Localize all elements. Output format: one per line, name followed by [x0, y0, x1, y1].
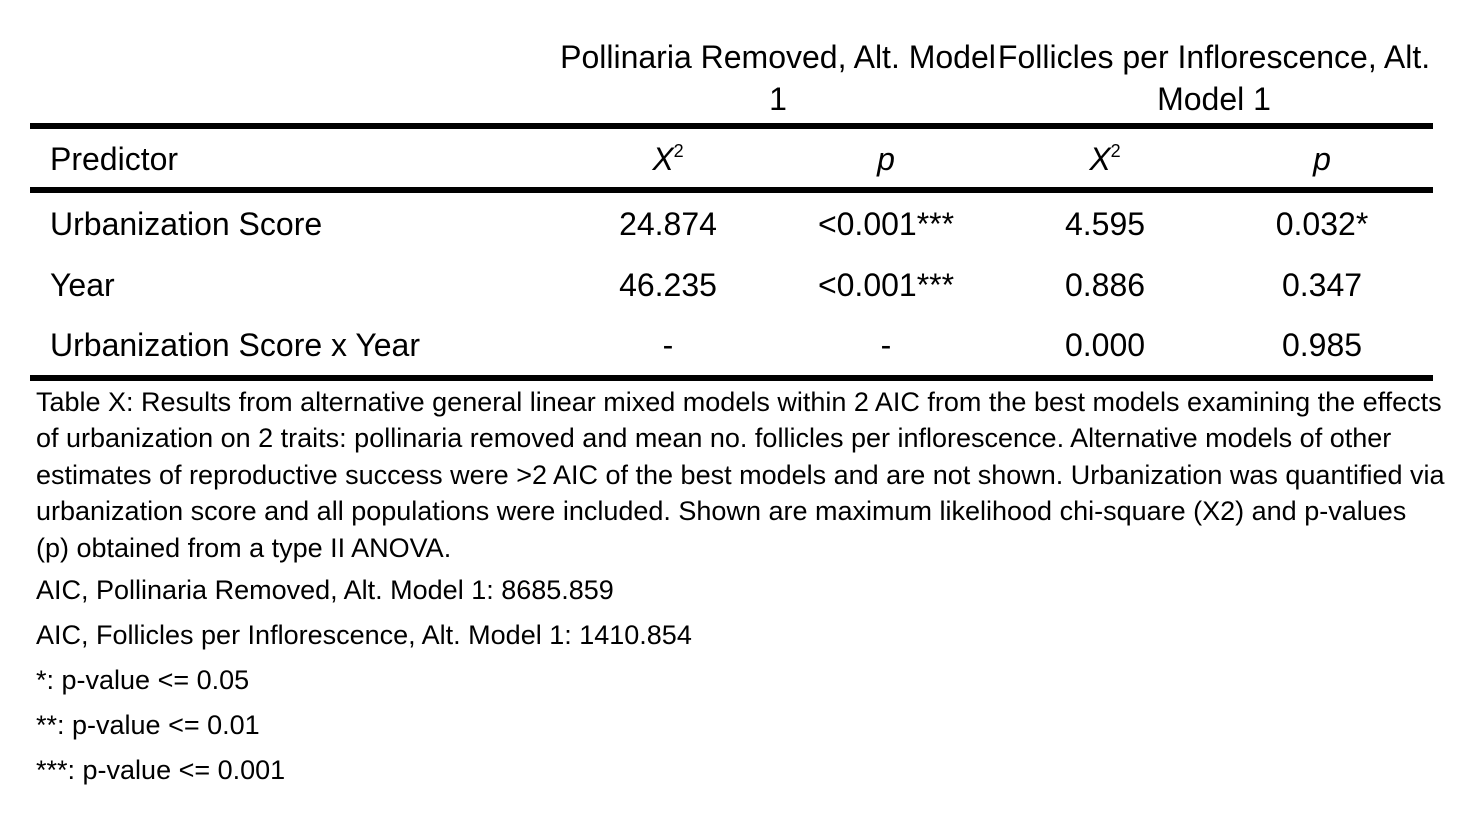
table-top-rule: [30, 123, 1433, 129]
group-header-pollinaria-removed: Pollinaria Removed, Alt. Model 1: [560, 39, 996, 117]
aic-note-follicles: AIC, Follicles per Inflorescence, Alt. M…: [36, 620, 692, 650]
column-header-pr-chi-square: X2: [548, 139, 788, 179]
chi-superscript: 2: [1110, 141, 1121, 161]
column-header-pr-p: p: [877, 141, 895, 177]
significance-note: ***: p-value <= 0.001: [36, 755, 286, 785]
row-pr-p-value: <0.001***: [817, 206, 955, 242]
aic-note-pollinaria: AIC, Pollinaria Removed, Alt. Model 1: 8…: [36, 575, 614, 605]
significance-note: **: p-value <= 0.01: [36, 710, 260, 740]
column-header-predictor: Predictor: [50, 141, 179, 177]
row-fi-chi-square: 4.595: [1064, 206, 1146, 242]
row-pr-p-value: <0.001***: [817, 267, 955, 303]
table-caption: Table X: Results from alternative genera…: [36, 387, 1445, 563]
significance-note: *: p-value <= 0.05: [36, 665, 250, 695]
row-pr-p-value: -: [880, 327, 892, 363]
row-predictor: Urbanization Score x Year: [50, 327, 420, 363]
table-header-rule: [30, 187, 1433, 193]
row-pr-chi-square: -: [662, 327, 674, 363]
chi-superscript: 2: [673, 141, 684, 161]
chi-symbol: X: [1089, 141, 1111, 177]
row-predictor: Urbanization Score: [50, 206, 323, 242]
group-header-follicles-per-inflorescence: Follicles per Inflorescence, Alt. Model …: [997, 39, 1431, 117]
row-fi-chi-square: 0.886: [1064, 267, 1146, 303]
table-bottom-rule: [30, 375, 1433, 381]
row-fi-p-value: 0.032*: [1275, 206, 1369, 242]
chi-symbol: X: [652, 141, 674, 177]
row-pr-chi-square: 46.235: [619, 267, 717, 303]
column-header-fi-chi-square: X2: [985, 139, 1225, 179]
row-predictor: Year: [50, 267, 115, 303]
row-pr-chi-square: 24.874: [619, 206, 717, 242]
row-fi-p-value: 0.347: [1281, 267, 1363, 303]
row-fi-chi-square: 0.000: [1064, 327, 1146, 363]
row-fi-p-value: 0.985: [1281, 327, 1363, 363]
column-header-fi-p: p: [1313, 141, 1331, 177]
